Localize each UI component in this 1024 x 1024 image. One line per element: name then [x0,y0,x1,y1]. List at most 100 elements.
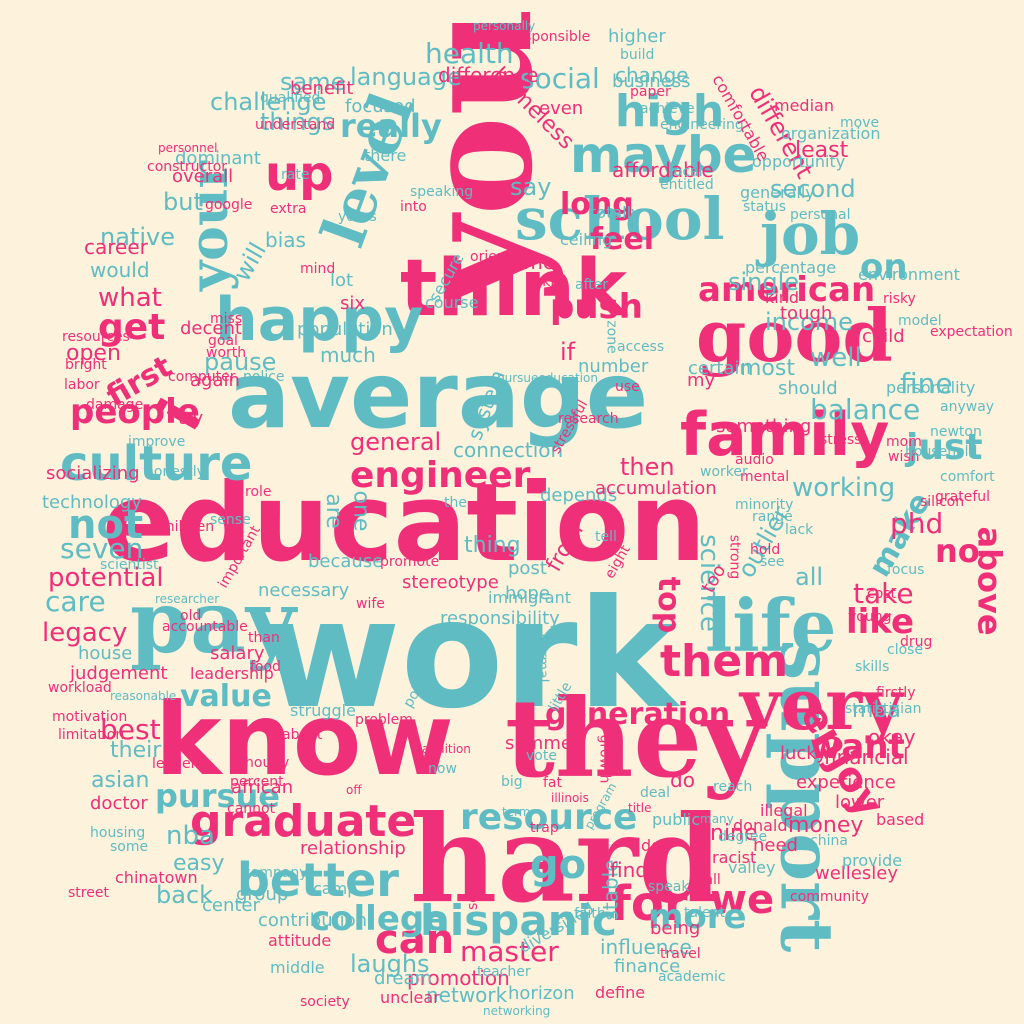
word-on: on [860,247,908,287]
word-open: open [66,341,121,366]
word-doctor: doctor [90,793,148,814]
word-doc: doc [641,836,670,855]
word-them: them [660,636,789,687]
word-lucky: lucky [780,743,827,764]
word-work: work [262,568,678,742]
word-based: based [876,810,925,829]
word-they: they [505,676,765,802]
word-happy: happy [215,285,424,355]
word-donald: donald [733,816,788,835]
word-no: no [935,532,980,570]
word-socializing: socializing [46,463,140,484]
word-improve: improve [128,434,186,450]
word-term: term [502,805,531,819]
word-try: try [178,408,204,429]
word-pause: pause [204,348,277,376]
word-family: family [680,400,890,470]
word-camp: camp [313,879,358,898]
word-model: model [898,313,942,329]
word-motivation: motivation [52,709,128,725]
word-higher: higher [608,26,666,47]
word-all: all [795,563,824,591]
word-language: language [350,63,462,91]
word-use: use [615,379,640,395]
word-because: because [308,551,384,572]
word-chinatown: chinatown [115,868,198,887]
word-china: china [810,833,848,849]
word-tough: tough [780,303,833,324]
word-feel: feel [590,222,655,257]
word-illinois: illinois [551,791,589,805]
word-paper: paper [630,84,671,100]
word-racist: racist [712,848,757,867]
word-balance: balance [810,393,921,426]
word-more: more [648,897,747,937]
word-totally: totally [590,203,641,222]
word-easy: easy [173,851,225,876]
word-reasonable: reasonable [110,689,177,703]
word-school: school [515,185,725,253]
word-mom: mom [886,434,922,450]
word-drug: drug [900,634,933,650]
word-group: group [236,884,289,905]
word-culture: culture [60,436,253,492]
word-constructor: constructor [147,159,228,175]
word-role: role [245,484,272,500]
word-being: being [650,918,701,939]
word-job: job [760,200,861,268]
word-see: see [760,554,785,570]
word-overall: overall [172,166,234,187]
word-into: into [400,199,427,215]
word-take: take [853,577,914,610]
word-middle: middle [270,958,325,977]
word-the: the [444,495,467,511]
word-care: care [45,585,106,618]
word-technology: technology [42,492,142,513]
word-oriented: oriented [470,249,529,265]
word-degree: degree [718,829,768,845]
word-much: much [320,343,376,367]
word-provide: provide [842,851,903,870]
word-up: up [265,146,334,202]
word-lower: lower [835,792,885,813]
word-define: define [595,983,646,1002]
word-promote: promote [380,554,440,570]
word-reach: reach [713,779,753,795]
word-percent: percent [230,774,284,790]
word-computer: computer [168,369,236,385]
word-long: long [560,187,634,222]
word-resources: resources [62,329,130,345]
word-connection: connection [453,438,564,462]
word-children: children [158,519,215,535]
word-scientist: scientist [100,557,159,573]
word-immigrant: immigrant [488,588,572,607]
word-potential: potential [48,563,164,593]
word-judgement: judgement [70,663,168,684]
word-sophia: sophia [465,863,482,911]
word-damage: damage [86,397,144,413]
word-access: access [617,339,665,355]
word-experience: experience [796,772,896,793]
word-get: get [98,307,166,348]
word-accumulation: accumulation [595,478,717,499]
word-back: back [156,881,214,909]
word-one: one [348,490,374,532]
word-personnel: personnel [158,141,218,155]
word-not: not [68,502,144,548]
word-general: general [350,428,442,456]
word-google: google [205,197,253,213]
word-master: master [460,935,559,968]
word-network: network [426,983,508,1007]
word-business: business [612,71,691,92]
word-comfort: comfort [940,469,995,485]
word-my: my [687,370,716,391]
word-mental: mental [740,469,790,485]
word-know: know [155,681,454,798]
word-police: police [243,369,285,385]
word-off: off [346,783,362,797]
word-speaking: speaking [410,184,474,200]
word-audio: audio [735,452,774,468]
word-income: income [765,308,853,336]
word-hard: hard [410,789,723,930]
word-networking: networking [483,1004,551,1018]
